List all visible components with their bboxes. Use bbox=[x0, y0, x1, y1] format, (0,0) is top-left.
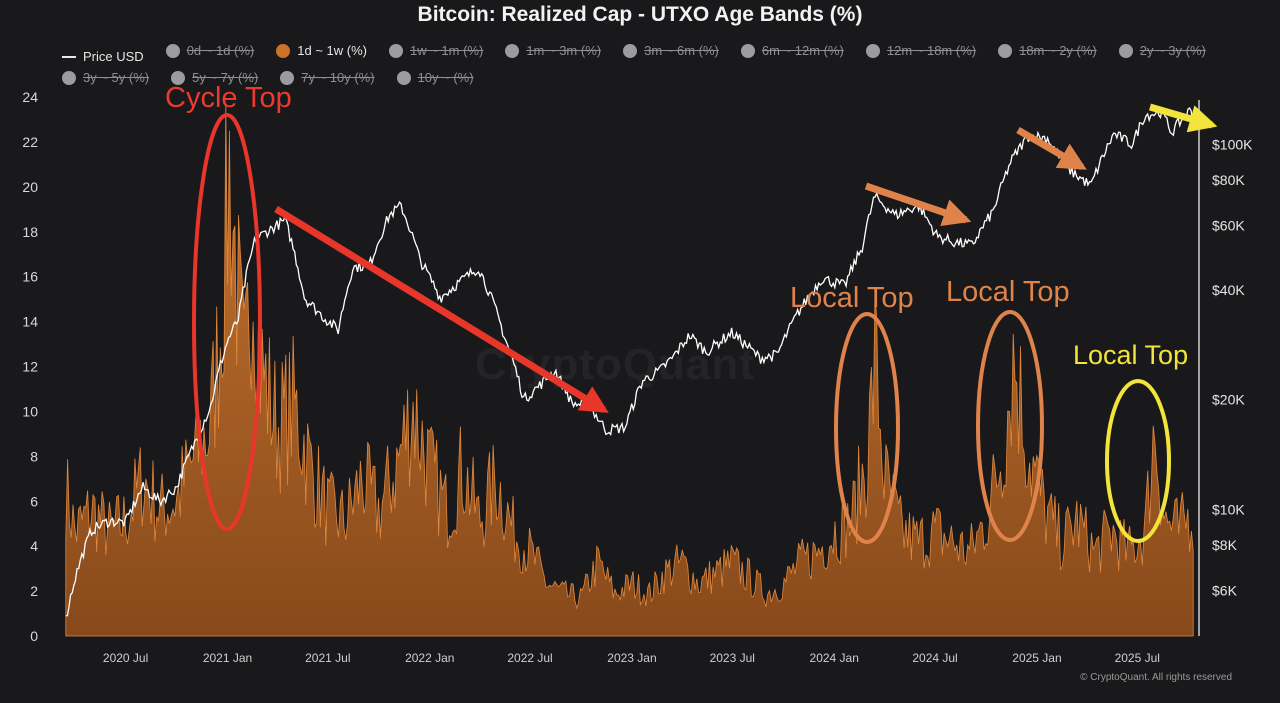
local-top-ellipse-3 bbox=[1105, 379, 1171, 543]
y-left-tick-label: 6 bbox=[30, 493, 38, 509]
legend-dot-swatch bbox=[280, 70, 295, 85]
annotation-local-top-3: Local Top bbox=[1073, 340, 1189, 370]
legend-dot-swatch bbox=[505, 43, 520, 58]
legend-line-swatch bbox=[62, 55, 76, 58]
y-right-tick-label: $40K bbox=[1212, 282, 1245, 298]
legend-dot-swatch bbox=[171, 70, 186, 85]
cycle-top-ellipse bbox=[192, 113, 262, 531]
legend-label: 3m ~ 6m (%) bbox=[644, 43, 719, 58]
legend-item-6[interactable]: 6m ~ 12m (%) bbox=[740, 40, 844, 61]
legend-item-0[interactable]: Price USD bbox=[62, 46, 144, 67]
x-tick-label: 2023 Jul bbox=[710, 651, 755, 665]
legend-dot-swatch bbox=[740, 43, 755, 58]
legend-item-2[interactable]: 1d ~ 1w (%) bbox=[276, 40, 367, 61]
y-right-tick-label: $6K bbox=[1212, 582, 1238, 598]
legend-item-4[interactable]: 1m ~ 3m (%) bbox=[505, 40, 601, 61]
y-left-tick-label: 8 bbox=[30, 448, 38, 464]
legend-label: Price USD bbox=[83, 49, 144, 64]
series-line-price-usd bbox=[65, 106, 1195, 617]
y-left-tick-label: 16 bbox=[22, 269, 38, 285]
y-left-tick-label: 22 bbox=[22, 134, 38, 150]
y-left-tick-label: 14 bbox=[22, 314, 38, 330]
y-left-tick-label: 12 bbox=[22, 359, 38, 375]
x-tick-label: 2025 Jul bbox=[1115, 651, 1160, 665]
legend-dot-swatch bbox=[165, 43, 180, 58]
legend-label: 1w ~ 1m (%) bbox=[410, 43, 484, 58]
y-right-tick-label: $80K bbox=[1212, 172, 1245, 188]
annotation-local-top-1: Local Top bbox=[790, 282, 914, 314]
series-area-1d-1w bbox=[65, 103, 1194, 637]
annotation-local-top-2: Local Top bbox=[946, 276, 1070, 308]
downtrend-arrow bbox=[274, 206, 609, 413]
chart-legend: Price USD 0d ~ 1d (%) 1d ~ 1w (%) 1w ~ 1m (… bbox=[62, 40, 1232, 91]
legend-label: 2y ~ 3y (%) bbox=[1139, 43, 1206, 58]
x-tick-label: 2022 Jul bbox=[507, 651, 552, 665]
chart-panel: Bitcoin: Realized Cap - UTXO Age Bands (… bbox=[22, 3, 1254, 683]
legend-item-12[interactable]: 7y ~ 10y (%) bbox=[280, 67, 375, 88]
local-top-ellipse-2 bbox=[976, 310, 1044, 542]
watermark: CryptoQuant bbox=[475, 340, 755, 389]
x-tick-label: 2021 Jan bbox=[203, 651, 252, 665]
y-right-tick-label: $10K bbox=[1212, 501, 1245, 517]
legend-item-11[interactable]: 5y ~ 7y (%) bbox=[171, 67, 258, 88]
legend-dot-swatch bbox=[276, 43, 291, 58]
annotation-cycle-top: Cycle Top bbox=[165, 82, 292, 114]
x-tick-label: 2020 Jul bbox=[103, 651, 148, 665]
legend-item-9[interactable]: 2y ~ 3y (%) bbox=[1118, 40, 1206, 61]
y-right-tick-label: $8K bbox=[1212, 537, 1238, 553]
x-axis: 2020 Jul 2021 Jan 2021 Jul 2022 Jan 2022 Jul… bbox=[103, 651, 1160, 665]
legend-item-8[interactable]: 18m ~ 2y (%) bbox=[998, 40, 1097, 61]
legend-item-10[interactable]: 3y ~ 5y (%) bbox=[62, 67, 149, 88]
local-top-ellipse-1 bbox=[834, 312, 900, 544]
legend-item-1[interactable]: 0d ~ 1d (%) bbox=[165, 40, 255, 61]
y-right-tick-label: $100K bbox=[1212, 137, 1253, 153]
legend-label: 6m ~ 12m (%) bbox=[761, 43, 844, 58]
y-left-tick-label: 0 bbox=[30, 628, 38, 644]
legend-dot-swatch bbox=[998, 43, 1013, 58]
y-left-tick-label: 20 bbox=[22, 179, 38, 195]
legend-label: 5y ~ 7y (%) bbox=[192, 70, 259, 85]
legend-label: 3y ~ 5y (%) bbox=[83, 70, 150, 85]
arrow-orange-1 bbox=[864, 182, 972, 227]
y-left-tick-label: 18 bbox=[22, 224, 38, 240]
y-axis-right: $6K $8K $10K $20K $40K $60K $80K $100K bbox=[1212, 137, 1253, 599]
chart-title: Bitcoin: Realized Cap - UTXO Age Bands (… bbox=[417, 3, 863, 26]
legend-label: 1d ~ 1w (%) bbox=[297, 43, 367, 58]
y-right-tick-label: $60K bbox=[1212, 218, 1245, 234]
x-tick-label: 2025 Jan bbox=[1012, 651, 1061, 665]
copyright-notice: © CryptoQuant. All rights reserved bbox=[1080, 672, 1232, 683]
legend-label: 0d ~ 1d (%) bbox=[186, 43, 255, 58]
legend-label: 10y ~ (%) bbox=[417, 70, 474, 85]
x-tick-label: 2022 Jan bbox=[405, 651, 454, 665]
y-left-tick-label: 2 bbox=[30, 583, 38, 599]
legend-dot-swatch bbox=[62, 70, 76, 85]
legend-label: 18m ~ 2y (%) bbox=[1019, 43, 1097, 58]
legend-dot-swatch bbox=[623, 43, 638, 58]
legend-dot-swatch bbox=[396, 70, 411, 85]
x-tick-label: 2021 Jul bbox=[305, 651, 350, 665]
legend-dot-swatch bbox=[389, 43, 403, 58]
arrow-orange-2 bbox=[1016, 126, 1087, 171]
legend-label: 7y ~ 10y (%) bbox=[301, 70, 375, 85]
y-right-tick-label: $20K bbox=[1212, 392, 1245, 408]
legend-item-3[interactable]: 1w ~ 1m (%) bbox=[389, 40, 483, 61]
y-left-tick-label: 4 bbox=[30, 538, 38, 554]
y-left-tick-label: 10 bbox=[22, 403, 38, 419]
legend-item-7[interactable]: 12m ~ 18m (%) bbox=[865, 40, 977, 61]
legend-label: 12m ~ 18m (%) bbox=[886, 43, 977, 58]
legend-dot-swatch bbox=[865, 43, 880, 58]
legend-item-13[interactable]: 10y ~ (%) bbox=[396, 67, 474, 88]
legend-label: 1m ~ 3m (%) bbox=[526, 43, 602, 58]
legend-dot-swatch bbox=[1118, 43, 1133, 58]
x-tick-label: 2023 Jan bbox=[607, 651, 656, 665]
x-tick-label: 2024 Jul bbox=[912, 651, 957, 665]
y-left-tick-label: 24 bbox=[22, 89, 38, 105]
legend-item-5[interactable]: 3m ~ 6m (%) bbox=[623, 40, 719, 61]
arrow-yellow bbox=[1149, 103, 1218, 133]
annotation-overlays bbox=[192, 103, 1218, 544]
x-tick-label: 2024 Jan bbox=[810, 651, 859, 665]
